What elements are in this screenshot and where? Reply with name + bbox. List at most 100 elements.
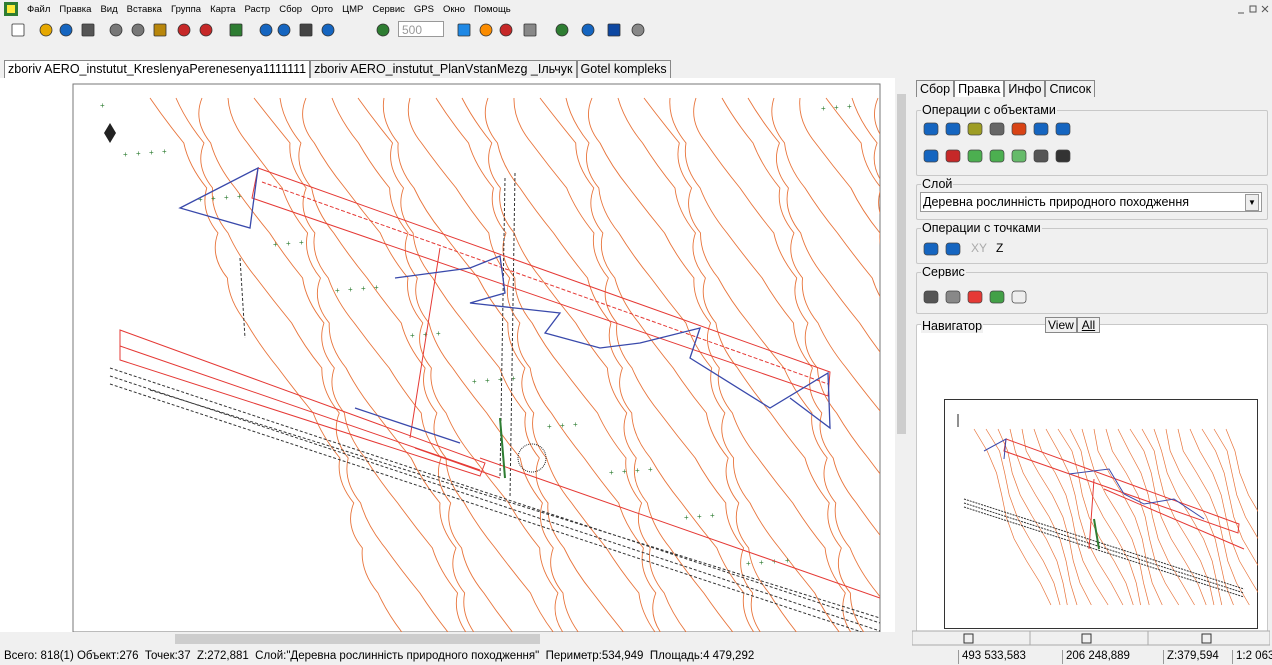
panel-tool-button[interactable] — [944, 240, 962, 258]
panel-tool-button[interactable] — [922, 147, 940, 165]
document-tabs: zboriv AERO_instutut_KreslenyaPereneseny… — [4, 60, 671, 78]
panel-tab[interactable]: Правка — [954, 80, 1005, 97]
map-marker: + — [821, 104, 826, 113]
toolbar-button[interactable] — [630, 22, 646, 38]
toolbar-button[interactable] — [258, 22, 274, 38]
toolbar-button[interactable] — [478, 22, 494, 38]
menu-item[interactable]: Группа — [170, 3, 202, 15]
menu-item[interactable]: Файл — [27, 3, 51, 15]
panel-tool-button[interactable] — [1010, 288, 1028, 306]
map-marker: + — [847, 102, 852, 111]
toolbar-button[interactable] — [498, 22, 514, 38]
map-view[interactable]: ++++++++++++++++++++++++++++++++++++++++ — [0, 78, 908, 647]
toolbar-button[interactable] — [298, 22, 314, 38]
toolbar-button[interactable] — [554, 22, 570, 38]
menu-item[interactable]: Сбор — [279, 3, 303, 15]
map-marker: + — [684, 513, 689, 522]
status-bar: Всего: 818(1) Объект:276 Точек:37 Z:272,… — [0, 647, 1272, 665]
contour-line — [721, 97, 880, 412]
panel-tab[interactable]: Сбор — [916, 80, 955, 97]
contour-line — [302, 97, 564, 632]
toolbar-button[interactable] — [108, 22, 124, 38]
toolbar-button[interactable] — [80, 22, 96, 38]
panel-tool-button[interactable] — [1010, 120, 1028, 138]
toolbar-button[interactable] — [320, 22, 336, 38]
contour-line — [565, 97, 840, 632]
toolbar-button[interactable] — [375, 22, 391, 38]
panel-tab[interactable]: Инфо — [1004, 80, 1046, 97]
map-marker: + — [648, 465, 653, 474]
panel-tool-button[interactable] — [1032, 120, 1050, 138]
toolbar-button[interactable] — [606, 22, 622, 38]
toolbar-button[interactable] — [176, 22, 192, 38]
toolbar-button[interactable] — [38, 22, 54, 38]
panel-tool-button[interactable] — [988, 147, 1006, 165]
menu-item[interactable]: Орто — [311, 3, 334, 15]
panel-tool-button[interactable] — [988, 288, 1006, 306]
panel-tool-button[interactable] — [988, 120, 1006, 138]
menu-bar: Файл Правка Вид Вставка Группа Карта Рас… — [0, 0, 1272, 18]
menu-item[interactable]: GPS — [413, 3, 434, 15]
navigator-tab[interactable]: All — [1076, 317, 1101, 333]
panel-tool-button[interactable] — [1010, 147, 1028, 165]
contour-line — [1081, 428, 1150, 606]
z-button[interactable]: Z — [996, 241, 1004, 255]
panel-tool-button[interactable] — [966, 288, 984, 306]
document-tab[interactable]: zboriv AERO_instutut_KreslenyaPereneseny… — [4, 60, 311, 78]
xy-button[interactable]: XY — [971, 241, 988, 255]
toolbar-button[interactable] — [130, 22, 146, 38]
toolbar-button[interactable] — [152, 22, 168, 38]
panel-bottom-buttons[interactable] — [912, 630, 1270, 646]
map-marker: + — [224, 193, 229, 202]
panel-tool-button[interactable] — [922, 288, 940, 306]
navigator-tab[interactable]: View — [1045, 317, 1077, 333]
panel-tool-button[interactable] — [1032, 147, 1050, 165]
status-z: Z:379,594 — [1163, 650, 1219, 664]
panel-tool-button[interactable] — [966, 120, 984, 138]
contour-line — [617, 97, 865, 632]
panel-tab[interactable]: Список — [1045, 80, 1096, 97]
menu-item[interactable]: Сервис — [372, 3, 405, 15]
layer-select[interactable]: Деревна рослинність природного походженн… — [920, 192, 1262, 212]
toolbar-button[interactable] — [456, 22, 472, 38]
icon-shape — [131, 23, 145, 37]
icon-shape — [923, 290, 939, 304]
menu-item[interactable]: Помощь — [474, 3, 511, 15]
panel-tool-button[interactable] — [966, 147, 984, 165]
toolbar-button[interactable] — [276, 22, 292, 38]
toolbar-button[interactable] — [228, 22, 244, 38]
panel-tool-button[interactable] — [1054, 147, 1072, 165]
document-tab[interactable]: zboriv AERO_instutut_PlanVstanMezg _Ільч… — [310, 60, 577, 78]
panel-tool-button[interactable] — [922, 120, 940, 138]
icon-shape — [607, 23, 621, 37]
menu-item[interactable]: Вставка — [126, 3, 162, 15]
document-tab[interactable]: Gotel kompleks — [576, 60, 671, 78]
icon-shape — [299, 23, 313, 37]
toolbar-button[interactable] — [58, 22, 74, 38]
app-icon — [4, 2, 18, 16]
toolbar-button[interactable] — [198, 22, 214, 38]
dropdown-arrow[interactable]: ▼ — [1245, 194, 1259, 211]
contour-line — [1021, 428, 1092, 606]
panel-tool-button[interactable] — [944, 288, 962, 306]
panel-tool-button[interactable] — [922, 240, 940, 258]
toolbar-button[interactable] — [10, 22, 26, 38]
icon-shape — [555, 23, 569, 37]
menu-item[interactable]: Окно — [442, 3, 466, 15]
panel-tool-button[interactable] — [1054, 120, 1072, 138]
window-controls[interactable] — [1236, 3, 1270, 15]
scale-input[interactable]: 500 — [398, 21, 444, 37]
map-marker: + — [198, 195, 203, 204]
panel-tool-button[interactable] — [944, 147, 962, 165]
toolbar-button[interactable] — [522, 22, 538, 38]
menu-item[interactable]: ЦМР — [342, 3, 364, 15]
menu-item[interactable]: Вид — [100, 3, 118, 15]
group-title: Сервис — [921, 265, 966, 279]
icon-shape — [376, 23, 390, 37]
menu-item[interactable]: Растр — [244, 3, 271, 15]
panel-tool-button[interactable] — [944, 120, 962, 138]
menu-item[interactable]: Правка — [59, 3, 92, 15]
menu-item[interactable]: Карта — [210, 3, 236, 15]
toolbar-button[interactable] — [580, 22, 596, 38]
